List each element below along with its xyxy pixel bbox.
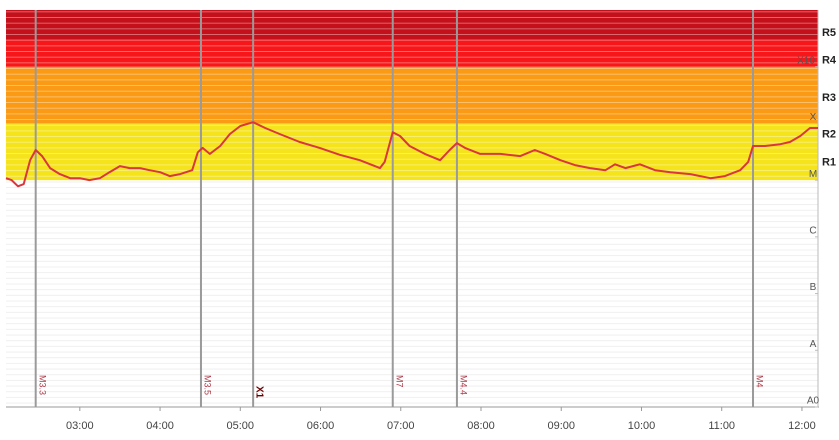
flare-label: M7 <box>394 375 404 388</box>
background <box>6 10 819 408</box>
band-lines <box>6 66 818 124</box>
y-tick-label: X <box>810 112 817 123</box>
band-lines <box>6 123 818 181</box>
x-tick-label: 09:00 <box>547 420 575 432</box>
flare-label: M4.4 <box>459 375 469 395</box>
y-tick-label: M <box>809 169 817 180</box>
y-tick-label: B <box>810 282 817 293</box>
x-tick-label: 06:00 <box>307 420 335 432</box>
flare-label: M3.5 <box>203 375 213 395</box>
x-tick-label: 03:00 <box>66 420 94 432</box>
band-lines <box>6 10 818 40</box>
band-lines <box>6 39 818 67</box>
scale-label: R4 <box>822 55 837 67</box>
x-tick-label: 12:00 <box>788 420 816 432</box>
plot: A0 A B C M X X10 R1 R2 R3 R4 R5 03:00 04:00 05:00 06:00… <box>5 10 837 432</box>
x-tick-label: 10:00 <box>628 420 656 432</box>
scale-label: R2 <box>822 128 836 140</box>
x-tick-label: 04:00 <box>146 420 174 432</box>
scale-label: R5 <box>822 27 836 39</box>
scale-label: R1 <box>822 156 836 168</box>
x-tick-label: 08:00 <box>467 420 495 432</box>
y-tick-label: A0 <box>807 396 820 407</box>
flare-label: X1 <box>253 386 264 399</box>
flux-line <box>5 121 818 188</box>
x-tick-label: 05:00 <box>227 420 255 432</box>
y-tick-label: A <box>810 339 817 350</box>
y-tick-label: X10 <box>797 55 815 66</box>
y-tick-label: C <box>809 225 816 236</box>
scale-label: R3 <box>822 92 836 104</box>
flare-label: M3.3 <box>37 375 47 395</box>
x-tick-label: 11:00 <box>708 420 735 432</box>
x-tick-label: 07:00 <box>387 420 415 432</box>
flare-label: M4 <box>755 375 765 388</box>
